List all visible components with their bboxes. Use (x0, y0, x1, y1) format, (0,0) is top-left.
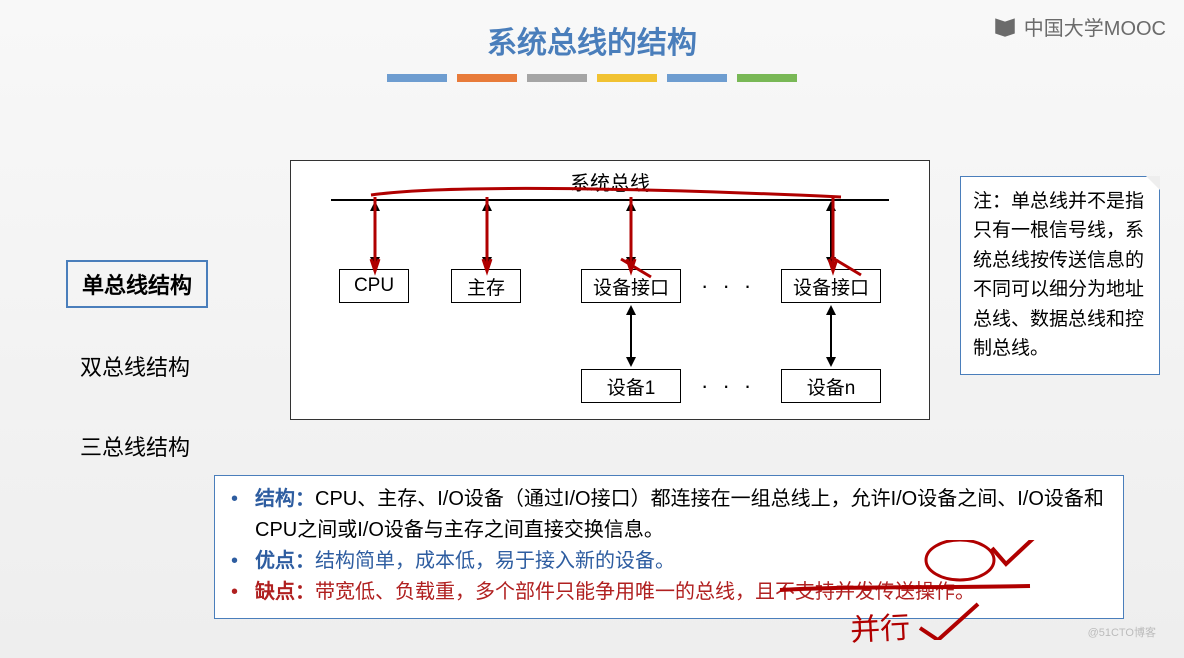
note-box: 注：单总线并不是指只有一根信号线，系统总线按传送信息的不同可以细分为地址总线、数… (960, 176, 1160, 375)
node-device-1: 设备1 (581, 369, 681, 403)
arrow-if2 (823, 201, 837, 267)
note-fold-corner (1146, 176, 1160, 190)
node-interface-2: 设备接口 (781, 269, 881, 303)
row-cons: • 缺点：带宽低、负载重，多个部件只能争用唯一的总线，且不支持并发传送操作。 (231, 577, 1107, 608)
accent-bar (387, 74, 447, 82)
accent-bar (597, 74, 657, 82)
row-text: CPU、主存、I/O设备（通过I/O接口）都连接在一组总线上，允许I/O设备之间… (255, 488, 1104, 541)
sidebar-item-single-bus[interactable]: 单总线结构 (66, 260, 208, 308)
arrow-cpu (367, 201, 381, 267)
bus-label: 系统总线 (291, 167, 929, 196)
bullet-dot: • (231, 577, 255, 608)
accent-bar (527, 74, 587, 82)
accent-bar (737, 74, 797, 82)
brand-text: 中国大学MOOC (1024, 12, 1166, 41)
watermark: @51CTO博客 (1088, 624, 1156, 640)
row-text: 结构简单，成本低，易于接入新的设备。 (315, 550, 675, 572)
row-label: 结构： (255, 488, 315, 510)
title-underline-bars (0, 74, 1184, 82)
arrow-dev1 (623, 305, 637, 367)
bullet-dot: • (231, 546, 255, 577)
system-bus-line (331, 199, 889, 201)
note-text: 单总线并不是指只有一根信号线，系统总线按传送信息的不同可以细分为地址总线、数据总… (973, 191, 1144, 359)
brand-logo: 中国大学MOOC (992, 12, 1166, 41)
row-text: 带宽低、负载重，多个部件只能争用唯一的总线，且不支持并发传送操作。 (315, 581, 975, 603)
sidebar-item-triple-bus[interactable]: 三总线结构 (66, 424, 208, 468)
ellipsis-row-2: · · · (701, 373, 755, 399)
node-device-n: 设备n (781, 369, 881, 403)
row-label: 优点： (255, 550, 315, 572)
book-icon (992, 14, 1018, 40)
description-box: • 结构：CPU、主存、I/O设备（通过I/O接口）都连接在一组总线上，允许I/… (214, 475, 1124, 619)
arrow-mem (479, 201, 493, 267)
accent-bar (457, 74, 517, 82)
bus-diagram: 系统总线 CPU 主存 设备接口 设备接口 设备1 设备n · · · · · … (290, 160, 930, 420)
node-memory: 主存 (451, 269, 521, 303)
row-label: 缺点： (255, 581, 315, 603)
arrow-devn (823, 305, 837, 367)
sidebar-item-dual-bus[interactable]: 双总线结构 (66, 344, 208, 388)
note-label: 注： (973, 191, 1011, 212)
row-pros: • 优点：结构简单，成本低，易于接入新的设备。 (231, 546, 1107, 577)
node-interface-1: 设备接口 (581, 269, 681, 303)
arrow-if1 (623, 201, 637, 267)
sidebar-nav: 单总线结构 双总线结构 三总线结构 (66, 260, 208, 468)
bullet-dot: • (231, 484, 255, 546)
row-structure: • 结构：CPU、主存、I/O设备（通过I/O接口）都连接在一组总线上，允许I/… (231, 484, 1107, 546)
ellipsis-row-1: · · · (701, 273, 755, 299)
node-cpu: CPU (339, 269, 409, 303)
accent-bar (667, 74, 727, 82)
handwrite-text: 并行 (849, 602, 911, 649)
